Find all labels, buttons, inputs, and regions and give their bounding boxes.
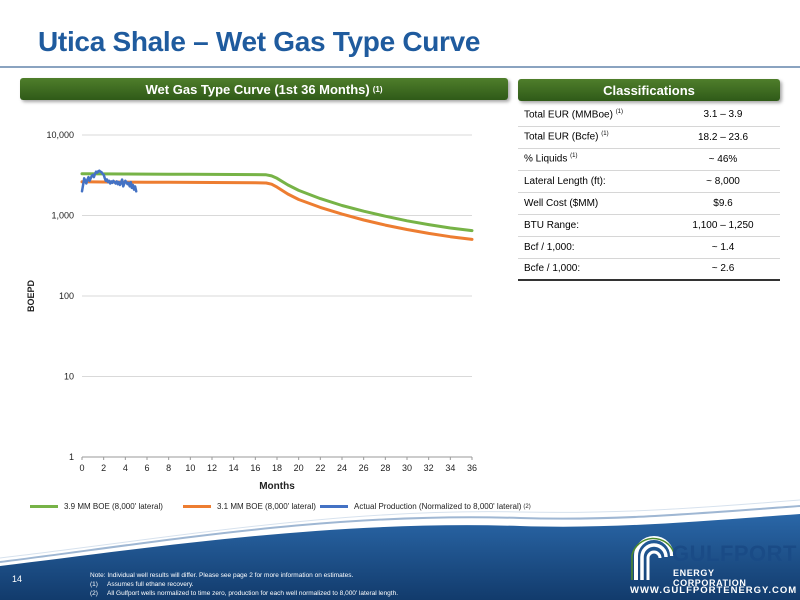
x-tick-label: 36 bbox=[467, 463, 477, 473]
classification-label-text: Total EUR (MMBoe) bbox=[524, 109, 613, 121]
x-tick-label: 8 bbox=[166, 463, 171, 473]
series-line-actual-production bbox=[80, 169, 138, 193]
x-tick-label: 26 bbox=[359, 463, 369, 473]
classification-row: % Liquids (1) ~ 46% bbox=[518, 148, 780, 171]
classification-note: (1) bbox=[570, 153, 578, 160]
classification-row: Lateral Length (ft): ~ 8,000 bbox=[518, 170, 780, 193]
series-line-3-1-mmboe bbox=[80, 180, 474, 241]
footnote-text: Assumes full ethane recovery. bbox=[107, 581, 194, 588]
y-tick-label: 100 bbox=[59, 291, 74, 301]
x-tick-label: 12 bbox=[207, 463, 217, 473]
x-tick-label: 18 bbox=[272, 463, 282, 473]
x-tick-label: 0 bbox=[79, 463, 84, 473]
y-tick-label: 1,000 bbox=[51, 211, 74, 221]
classification-label-text: Bcfe / 1,000: bbox=[524, 263, 581, 275]
legend-label-note: (2) bbox=[523, 503, 531, 510]
x-tick-label: 34 bbox=[445, 463, 455, 473]
footnotes: Note: Individual well results will diffe… bbox=[90, 571, 398, 598]
classifications-header-label: Classifications bbox=[603, 82, 695, 98]
legend-swatch-blue bbox=[320, 505, 348, 508]
x-tick-label: 16 bbox=[250, 463, 260, 473]
x-tick-label: 4 bbox=[123, 463, 128, 473]
legend-item-3-1-mmboe: 3.1 MM BOE (8,000' lateral) bbox=[183, 502, 316, 511]
y-tick-label: 10 bbox=[64, 372, 74, 382]
classification-value: ~ 1.4 bbox=[666, 236, 780, 259]
legend-swatch-orange bbox=[183, 505, 211, 508]
x-tick-label: 32 bbox=[424, 463, 434, 473]
classification-label: Total EUR (MMBoe) (1) bbox=[518, 104, 666, 127]
footnote-text: All Gulfport wells normalized to time ze… bbox=[107, 590, 398, 597]
classifications-header: Classifications bbox=[518, 79, 780, 101]
classification-row: Bcf / 1,000: ~ 1.4 bbox=[518, 236, 780, 259]
x-tick-label: 10 bbox=[185, 463, 195, 473]
legend-item-3-9-mmboe: 3.9 MM BOE (8,000' lateral) bbox=[30, 502, 163, 511]
y-tick-label: 1 bbox=[69, 452, 74, 462]
classification-row: Total EUR (MMBoe) (1) 3.1 – 3.9 bbox=[518, 104, 780, 127]
classification-label: Total EUR (Bcfe) (1) bbox=[518, 126, 666, 149]
classification-label: Lateral Length (ft): bbox=[518, 170, 666, 193]
classification-value: ~ 2.6 bbox=[666, 258, 780, 281]
classification-row: Bcfe / 1,000: ~ 2.6 bbox=[518, 258, 780, 281]
legend-swatch-green bbox=[30, 505, 58, 508]
classification-label: Bcfe / 1,000: bbox=[518, 258, 666, 281]
classification-value: 18.2 – 23.6 bbox=[666, 126, 780, 149]
classification-row: Well Cost ($MM) $9.6 bbox=[518, 192, 780, 215]
chart-panel-header-note: (1) bbox=[372, 84, 383, 94]
classification-label-text: Bcf / 1,000: bbox=[524, 241, 575, 253]
classification-label: Bcf / 1,000: bbox=[518, 236, 666, 259]
gulfport-logo: GULFPORT ENERGY CORPORATION WWW.GULFPORT… bbox=[628, 528, 797, 598]
page-number: 14 bbox=[12, 574, 23, 584]
logo-url: WWW.GULFPORTENERGY.COM bbox=[630, 585, 798, 596]
classification-row: Total EUR (Bcfe) (1) 18.2 – 23.6 bbox=[518, 126, 780, 149]
slide-title: Utica Shale – Wet Gas Type Curve bbox=[38, 26, 481, 57]
chart-legend: 3.9 MM BOE (8,000' lateral) 3.1 MM BOE (… bbox=[0, 502, 800, 518]
classifications-table: Total EUR (MMBoe) (1) 3.1 – 3.9 Total EUR … bbox=[518, 104, 780, 281]
footnote-2: (2) All Gulfport wells normalized to tim… bbox=[90, 589, 398, 598]
classification-value: ~ 8,000 bbox=[666, 170, 780, 193]
chart-panel-header: Wet Gas Type Curve (1st 36 Months) (1) bbox=[20, 78, 508, 100]
logo-name: GULFPORT bbox=[672, 541, 797, 566]
classification-row: BTU Range: 1,100 – 1,250 bbox=[518, 214, 780, 237]
y-axis-title: BOEPD bbox=[26, 280, 36, 313]
x-tick-label: 20 bbox=[294, 463, 304, 473]
footnote-mark: (1) bbox=[90, 581, 98, 588]
x-axis-title: Months bbox=[259, 481, 295, 492]
classification-label: BTU Range: bbox=[518, 214, 666, 237]
classification-value: 3.1 – 3.9 bbox=[666, 104, 780, 127]
legend-item-actual-production: Actual Production (Normalized to 8,000' … bbox=[320, 502, 531, 511]
x-tick-label: 30 bbox=[402, 463, 412, 473]
classification-label-text: BTU Range: bbox=[524, 219, 580, 231]
gulfport-arcs-icon bbox=[631, 536, 674, 580]
classification-note: (1) bbox=[601, 131, 609, 138]
classification-label-text: Total EUR (Bcfe) bbox=[524, 131, 599, 143]
classification-value: ~ 46% bbox=[666, 148, 780, 171]
classification-value: 1,100 – 1,250 bbox=[666, 214, 780, 237]
series-line-3-9-mmboe bbox=[80, 172, 474, 233]
classification-label-text: % Liquids bbox=[524, 153, 568, 165]
x-tick-label: 2 bbox=[101, 463, 106, 473]
classification-label: Well Cost ($MM) bbox=[518, 192, 666, 215]
footnote-intro: Note: Individual well results will diffe… bbox=[90, 572, 354, 579]
x-tick-label: 14 bbox=[229, 463, 239, 473]
x-tick-label: 24 bbox=[337, 463, 347, 473]
footnote-mark: (2) bbox=[90, 590, 98, 597]
legend-label: 3.9 MM BOE (8,000' lateral) bbox=[64, 502, 163, 511]
classification-label: % Liquids (1) bbox=[518, 148, 666, 171]
footnote-1: (1) Assumes full ethane recovery. bbox=[90, 580, 398, 589]
legend-label: 3.1 MM BOE (8,000' lateral) bbox=[217, 502, 316, 511]
x-tick-label: 6 bbox=[144, 463, 149, 473]
classification-label-text: Lateral Length (ft): bbox=[524, 175, 606, 187]
classification-note: (1) bbox=[615, 109, 624, 116]
legend-label: Actual Production (Normalized to 8,000' … bbox=[354, 502, 522, 511]
y-tick-label: 10,000 bbox=[46, 130, 74, 140]
classification-label-text: Well Cost ($MM) bbox=[524, 197, 599, 209]
x-tick-label: 28 bbox=[380, 463, 390, 473]
logo-subtitle: ENERGY CORPORATION bbox=[673, 568, 747, 588]
x-tick-label: 22 bbox=[315, 463, 325, 473]
classification-value: $9.6 bbox=[666, 192, 780, 215]
title-rule bbox=[0, 66, 800, 68]
chart-panel-header-label: Wet Gas Type Curve (1st 36 Months) bbox=[145, 81, 370, 97]
